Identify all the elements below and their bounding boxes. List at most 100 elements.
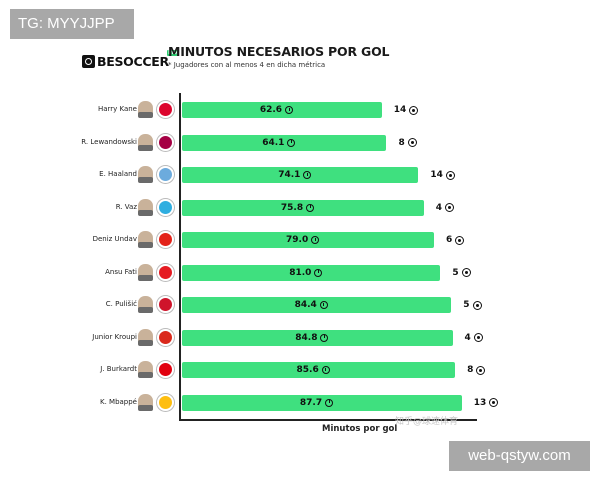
bar-value-label: 81.0 [289,265,323,281]
football-icon [476,365,486,375]
bar [182,102,382,118]
bar-value-label: 79.0 [286,232,320,248]
category-label: R. Lewandowski [81,137,137,146]
club-crest-icon [157,133,174,151]
player-avatar [138,361,153,378]
player-avatar [138,166,153,183]
player-avatar [138,198,153,216]
bar-value-label: 62.6 [260,102,294,118]
clock-icon [321,366,330,374]
football-icon [455,235,465,245]
category-label: R. Vaz [115,202,137,211]
bar [182,232,434,248]
category-label: C. Pulišić [105,300,137,308]
bar-value-label: 84.4 [295,297,328,313]
bar [182,394,462,411]
besoccer-logo: BESOCCER Pro [82,50,178,70]
clock-icon [314,268,323,277]
player-avatar [138,263,153,281]
watermark-faint: 知乎@球速体育 [395,417,459,427]
clock-icon [320,333,329,342]
bar-value-label: 64.1 [262,135,296,151]
x-axis-line [179,419,477,421]
player-avatar [138,328,153,346]
club-crest-icon [157,393,174,411]
player-avatar [138,133,153,151]
bar [182,362,456,378]
bar-row: K. Mbappé 87.7 13 [0,393,600,413]
club-crest-icon [157,263,174,281]
bar [182,329,453,346]
goals-label: 4 [436,200,455,216]
bar [182,199,424,216]
clock-icon [306,203,315,212]
football-icon [445,203,455,212]
football-icon [472,300,482,310]
brand-name: BESOCCER [97,54,169,69]
clock-icon [285,106,294,114]
category-label: J. Burkardt [100,365,137,373]
category-label: Ansu Fati [105,267,137,276]
goals-label: 14 [430,167,455,183]
clock-icon [319,301,328,309]
player-avatar [138,231,153,248]
besoccer-logo-icon [82,55,95,68]
category-label: E. Haaland [99,170,137,178]
bar-value-label: 85.6 [297,362,330,378]
football-icon [461,268,471,277]
category-label: Deniz Undav [92,235,137,243]
y-axis-line [179,93,181,420]
football-icon [489,398,499,407]
club-crest-icon [157,198,174,216]
goals-label: 8 [467,362,486,378]
bar-row: J. Burkardt 85.6 8 [0,360,600,380]
player-avatar [138,393,153,411]
goals-label: 5 [452,265,471,281]
category-label: K. Mbappé [99,397,137,406]
bar-value-label: 75.8 [281,200,315,216]
bar-row: R. Lewandowski 64.1 8 [0,133,600,153]
bar-value-label: 74.1 [278,167,312,183]
bar [182,264,441,281]
category-label: Junior Kroupi [92,332,137,341]
club-crest-icon [157,231,174,248]
bar-row: Junior Kroupi 84.8 4 [0,328,600,348]
goals-label: 6 [446,232,465,248]
chart-subtitle: * Jugadores con al menos 4 en dicha métr… [168,61,326,69]
goals-label: 4 [465,330,483,346]
bar [182,134,387,151]
bar-value-label: 87.7 [300,395,334,411]
bar [182,297,452,313]
clock-icon [311,236,320,244]
club-crest-icon [157,328,174,346]
player-avatar [138,296,153,313]
x-axis-label: Minutos por gol [322,424,398,434]
club-crest-icon [157,166,174,183]
football-icon [407,138,417,147]
football-icon [409,105,419,115]
clock-icon [303,171,312,179]
brand-badge: Pro [167,50,178,56]
club-crest-icon [157,101,174,118]
goals-label: 14 [394,102,419,118]
category-label: Harry Kane [97,105,137,113]
bar-row: Harry Kane 62.6 14 [0,100,600,120]
bar-row: C. Pulišić 84.4 5 [0,295,600,315]
bar-row: E. Haaland 74.1 14 [0,165,600,185]
club-crest-icon [157,296,174,313]
goals-label: 5 [463,297,482,313]
player-avatar [138,101,153,118]
watermark-top-left: TG: MYYJJPP [10,9,134,39]
football-icon [445,170,455,180]
goals-label: 8 [398,135,417,151]
goals-label: 13 [474,395,499,411]
bar-value-label: 84.8 [295,330,329,346]
club-crest-icon [157,361,174,378]
bar-row: R. Vaz 75.8 4 [0,198,600,218]
chart-title: MINUTOS NECESARIOS POR GOL [168,44,390,59]
bar-row: Ansu Fati 81.0 5 [0,263,600,283]
bar [182,167,419,183]
bar-row: Deniz Undav 79.0 6 [0,230,600,250]
clock-icon [325,398,334,407]
clock-icon [287,138,296,147]
